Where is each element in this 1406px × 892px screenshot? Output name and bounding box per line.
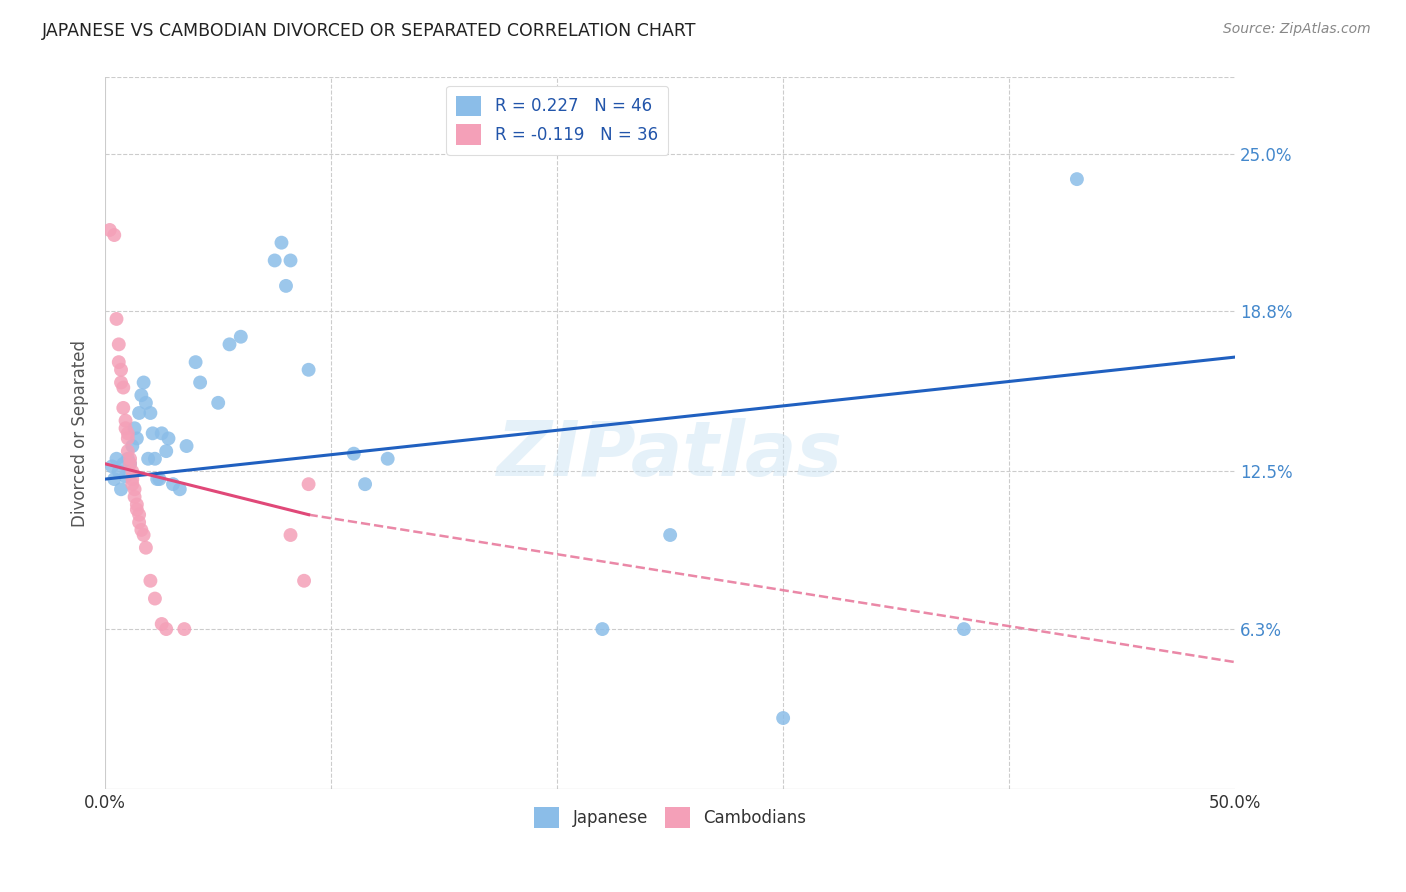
Point: [114, 469, 136, 483]
Y-axis label: Divorced or Separated: Divorced or Separated: [72, 340, 89, 527]
Point: [139, 574, 162, 588]
Point: [297, 363, 319, 377]
Text: ZIPatlas: ZIPatlas: [498, 417, 844, 491]
Point: [103, 472, 125, 486]
Point: [132, 376, 155, 390]
Point: [114, 414, 136, 428]
Point: [131, 523, 153, 537]
Point: [107, 337, 129, 351]
Point: [117, 444, 139, 458]
Point: [120, 451, 142, 466]
Point: [207, 396, 229, 410]
Point: [121, 472, 143, 486]
Point: [218, 337, 240, 351]
Point: [136, 451, 159, 466]
Point: [354, 477, 377, 491]
Point: [112, 380, 135, 394]
Point: [117, 451, 139, 466]
Point: [953, 622, 976, 636]
Point: [120, 457, 142, 471]
Point: [110, 376, 132, 390]
Point: [150, 426, 173, 441]
Point: [112, 457, 135, 471]
Point: [343, 447, 366, 461]
Point: [101, 459, 124, 474]
Point: [105, 312, 128, 326]
Point: [121, 465, 143, 479]
Point: [184, 355, 207, 369]
Point: [107, 355, 129, 369]
Point: [263, 253, 285, 268]
Point: [297, 477, 319, 491]
Point: [772, 711, 794, 725]
Legend: Japanese, Cambodians: Japanese, Cambodians: [527, 801, 813, 834]
Point: [146, 472, 169, 486]
Point: [143, 591, 166, 606]
Point: [135, 396, 157, 410]
Point: [162, 477, 184, 491]
Point: [148, 472, 170, 486]
Point: [114, 421, 136, 435]
Text: JAPANESE VS CAMBODIAN DIVORCED OR SEPARATED CORRELATION CHART: JAPANESE VS CAMBODIAN DIVORCED OR SEPARA…: [42, 22, 697, 40]
Point: [128, 508, 150, 522]
Point: [131, 388, 153, 402]
Point: [105, 451, 128, 466]
Point: [124, 490, 146, 504]
Point: [292, 574, 315, 588]
Point: [155, 622, 177, 636]
Point: [132, 528, 155, 542]
Point: [173, 622, 195, 636]
Point: [110, 482, 132, 496]
Point: [135, 541, 157, 555]
Point: [229, 330, 252, 344]
Point: [169, 482, 191, 496]
Point: [124, 421, 146, 435]
Point: [377, 451, 399, 466]
Point: [270, 235, 292, 250]
Point: [125, 502, 148, 516]
Point: [107, 465, 129, 479]
Point: [128, 406, 150, 420]
Point: [98, 223, 121, 237]
Point: [157, 431, 180, 445]
Point: [110, 363, 132, 377]
Point: [117, 431, 139, 445]
Point: [128, 516, 150, 530]
Point: [125, 498, 148, 512]
Point: [591, 622, 613, 636]
Point: [188, 376, 211, 390]
Point: [120, 457, 142, 471]
Point: [659, 528, 682, 542]
Point: [176, 439, 198, 453]
Point: [139, 406, 162, 420]
Point: [150, 617, 173, 632]
Point: [1066, 172, 1088, 186]
Point: [124, 482, 146, 496]
Point: [143, 451, 166, 466]
Point: [142, 426, 165, 441]
Point: [280, 528, 302, 542]
Point: [112, 401, 135, 415]
Point: [274, 279, 297, 293]
Text: Source: ZipAtlas.com: Source: ZipAtlas.com: [1223, 22, 1371, 37]
Point: [155, 444, 177, 458]
Point: [121, 477, 143, 491]
Point: [103, 228, 125, 243]
Point: [121, 439, 143, 453]
Point: [280, 253, 302, 268]
Point: [125, 431, 148, 445]
Point: [117, 426, 139, 441]
